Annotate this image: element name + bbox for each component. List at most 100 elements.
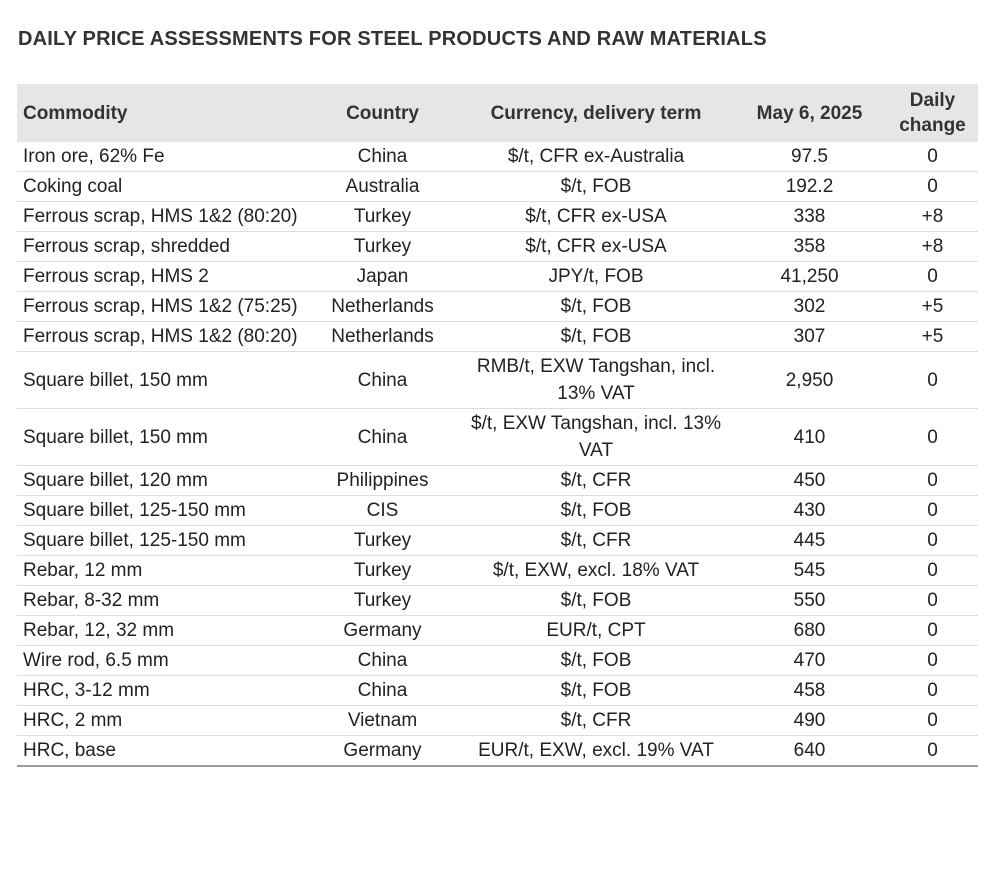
cell-currency-delivery-term: $/t, FOB	[460, 645, 732, 676]
cell-commodity: Ferrous scrap, HMS 1&2 (75:25)	[17, 291, 305, 322]
cell-currency-delivery-term: $/t, FOB	[460, 495, 732, 526]
cell-commodity: Ferrous scrap, shredded	[17, 231, 305, 262]
cell-commodity: Square billet, 150 mm	[17, 408, 305, 466]
header-currency-delivery-term: Currency, delivery term	[460, 84, 732, 142]
table-row: Ferrous scrap, HMS 1&2 (75:25) Netherland…	[17, 291, 978, 322]
cell-daily-change: 0	[887, 615, 978, 646]
cell-country: Netherlands	[305, 321, 460, 352]
table-row: Square billet, 125-150 mm Turkey $/t, CFR 4…	[17, 525, 978, 556]
cell-daily-change: 0	[887, 525, 978, 556]
table-row: Coking coal Australia $/t, FOB 192.2 0	[17, 171, 978, 202]
cell-price: 2,950	[732, 351, 887, 409]
cell-daily-change: 0	[887, 675, 978, 706]
header-daily-change-line1: Daily	[909, 90, 956, 111]
cell-commodity: Rebar, 12, 32 mm	[17, 615, 305, 646]
table-body: Iron ore, 62% Fe China $/t, CFR ex-Austral…	[17, 142, 978, 767]
cell-currency-delivery-term: $/t, CFR ex-USA	[460, 231, 732, 262]
cell-commodity: Wire rod, 6.5 mm	[17, 645, 305, 676]
cell-price: 458	[732, 675, 887, 706]
cell-country: Germany	[305, 615, 460, 646]
header-price-date: May 6, 2025	[732, 84, 887, 142]
cell-daily-change: 0	[887, 261, 978, 292]
cell-commodity: HRC, 3-12 mm	[17, 675, 305, 706]
price-table: Commodity Country Currency, delivery ter…	[17, 84, 978, 767]
cell-price: 640	[732, 735, 887, 767]
cell-country: Turkey	[305, 555, 460, 586]
cell-commodity: Rebar, 8-32 mm	[17, 585, 305, 616]
cell-price: 680	[732, 615, 887, 646]
table-row: Ferrous scrap, HMS 2 Japan JPY/t, FOB 41,25…	[17, 261, 978, 292]
cell-currency-delivery-term: $/t, FOB	[460, 321, 732, 352]
cell-country: CIS	[305, 495, 460, 526]
cell-daily-change: 0	[887, 408, 978, 466]
cell-price: 192.2	[732, 171, 887, 202]
cell-commodity: Square billet, 150 mm	[17, 351, 305, 409]
table-row: Rebar, 8-32 mm Turkey $/t, FOB 550 0	[17, 585, 978, 616]
table-row: Ferrous scrap, shredded Turkey $/t, CFR ex…	[17, 231, 978, 262]
table-row: Square billet, 150 mm China RMB/t, EXW Tan…	[17, 351, 978, 409]
table-row: Rebar, 12, 32 mm Germany EUR/t, CPT 680 0	[17, 615, 978, 646]
cell-price: 550	[732, 585, 887, 616]
cell-daily-change: +8	[887, 201, 978, 232]
cell-currency-delivery-term: $/t, CFR	[460, 705, 732, 736]
cell-daily-change: 0	[887, 645, 978, 676]
cell-country: Philippines	[305, 465, 460, 496]
cell-price: 358	[732, 231, 887, 262]
header-daily-change-line2: change	[899, 115, 966, 136]
cell-commodity: Square billet, 125-150 mm	[17, 525, 305, 556]
cell-daily-change: 0	[887, 171, 978, 202]
cell-currency-delivery-term: $/t, EXW, excl. 18% VAT	[460, 555, 732, 586]
table-row: Rebar, 12 mm Turkey $/t, EXW, excl. 18% VA…	[17, 555, 978, 586]
cell-commodity: Square billet, 120 mm	[17, 465, 305, 496]
header-commodity: Commodity	[17, 84, 305, 142]
cell-commodity: Ferrous scrap, HMS 1&2 (80:20)	[17, 321, 305, 352]
cell-currency-delivery-term: $/t, FOB	[460, 291, 732, 322]
cell-daily-change: 0	[887, 555, 978, 586]
cell-currency-delivery-term: $/t, FOB	[460, 585, 732, 616]
cell-daily-change: +8	[887, 231, 978, 262]
cell-country: China	[305, 351, 460, 409]
cell-price: 470	[732, 645, 887, 676]
cell-currency-delivery-term: JPY/t, FOB	[460, 261, 732, 292]
table-row: Wire rod, 6.5 mm China $/t, FOB 470 0	[17, 645, 978, 676]
cell-daily-change: 0	[887, 142, 978, 172]
cell-price: 445	[732, 525, 887, 556]
table-row: Ferrous scrap, HMS 1&2 (80:20) Turkey $/t,…	[17, 201, 978, 232]
cell-currency-delivery-term: $/t, EXW Tangshan, incl. 13% VAT	[460, 408, 732, 466]
cell-commodity: Iron ore, 62% Fe	[17, 142, 305, 172]
cell-currency-delivery-term: EUR/t, EXW, excl. 19% VAT	[460, 735, 732, 767]
cell-daily-change: +5	[887, 291, 978, 322]
cell-commodity: Ferrous scrap, HMS 1&2 (80:20)	[17, 201, 305, 232]
cell-country: Turkey	[305, 201, 460, 232]
cell-price: 545	[732, 555, 887, 586]
cell-commodity: HRC, base	[17, 735, 305, 767]
cell-daily-change: 0	[887, 495, 978, 526]
table-row: HRC, base Germany EUR/t, EXW, excl. 19% VA…	[17, 735, 978, 767]
cell-country: China	[305, 408, 460, 466]
cell-commodity: Ferrous scrap, HMS 2	[17, 261, 305, 292]
cell-price: 490	[732, 705, 887, 736]
cell-country: Japan	[305, 261, 460, 292]
cell-daily-change: 0	[887, 735, 978, 767]
table-row: Square billet, 120 mm Philippines $/t, CFR…	[17, 465, 978, 496]
cell-country: China	[305, 675, 460, 706]
cell-currency-delivery-term: $/t, CFR ex-USA	[460, 201, 732, 232]
cell-daily-change: 0	[887, 351, 978, 409]
cell-country: China	[305, 142, 460, 172]
header-row: Commodity Country Currency, delivery ter…	[17, 84, 978, 142]
table-row: Square billet, 150 mm China $/t, EXW Tangs…	[17, 408, 978, 466]
cell-commodity: Rebar, 12 mm	[17, 555, 305, 586]
table-row: Iron ore, 62% Fe China $/t, CFR ex-Austral…	[17, 142, 978, 172]
cell-price: 41,250	[732, 261, 887, 292]
cell-daily-change: 0	[887, 585, 978, 616]
header-daily-change: Daily change	[887, 84, 978, 142]
cell-country: Turkey	[305, 231, 460, 262]
cell-daily-change: 0	[887, 705, 978, 736]
cell-price: 430	[732, 495, 887, 526]
table-row: HRC, 3-12 mm China $/t, FOB 458 0	[17, 675, 978, 706]
cell-price: 410	[732, 408, 887, 466]
cell-country: Turkey	[305, 585, 460, 616]
cell-price: 450	[732, 465, 887, 496]
page-title: DAILY PRICE ASSESSMENTS FOR STEEL PRODUC…	[18, 28, 767, 50]
table-header: Commodity Country Currency, delivery ter…	[17, 84, 978, 142]
